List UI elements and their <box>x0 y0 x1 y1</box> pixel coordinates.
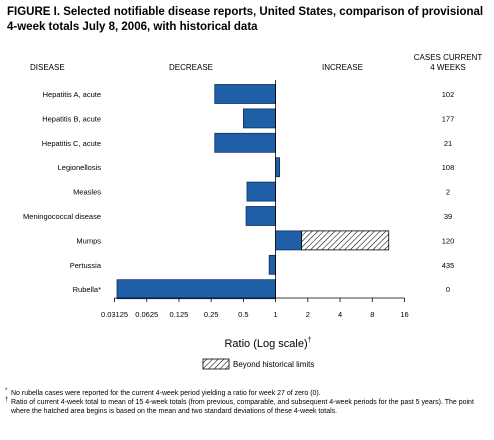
category-label: Legionellosis <box>58 163 102 172</box>
cases-value: 39 <box>444 212 452 221</box>
x-tick-label: 2 <box>306 310 310 319</box>
figure-title: FIGURE I. Selected notifiable disease re… <box>7 6 484 33</box>
footnote: * No rubella cases were reported for the … <box>5 388 491 398</box>
x-tick-label: 8 <box>370 310 374 319</box>
bar-hatched-segment <box>301 230 390 251</box>
cases-value: 21 <box>444 139 452 148</box>
cases-value: 435 <box>442 261 455 270</box>
x-tick-label: 0.5 <box>238 310 248 319</box>
x-tick-label: 1 <box>274 310 278 319</box>
bar <box>214 84 277 104</box>
bar <box>275 157 281 178</box>
x-axis-label: Ratio (Log scale)† <box>224 337 311 350</box>
category-label: Hepatitis B, acute <box>42 114 101 123</box>
cases-value: 0 <box>446 285 450 294</box>
cases-value: 2 <box>446 188 450 197</box>
footnote-text: Ratio of current 4-week total to mean of… <box>11 399 474 415</box>
header-cases-line2: 4 WEEKS <box>430 63 466 72</box>
cases-value: 108 <box>442 163 455 172</box>
category-label: Hepatitis C, acute <box>42 139 101 148</box>
legend-swatch <box>202 358 230 370</box>
category-label: Rubella* <box>73 285 101 294</box>
x-tick-label: 16 <box>400 310 408 319</box>
bar <box>268 254 277 275</box>
cases-value: 120 <box>442 236 455 245</box>
cases-value: 102 <box>442 90 455 99</box>
x-axis-label-mark: † <box>308 337 312 344</box>
footnote: † Ratio of current 4-week total to mean o… <box>5 397 491 416</box>
bar <box>242 108 277 129</box>
header-cases-line1: CASES CURRENT <box>414 53 483 62</box>
x-tick-label: 0.03125 <box>101 310 128 319</box>
footnote-text: No rubella cases were reported for the c… <box>11 390 321 397</box>
bar <box>246 181 277 202</box>
x-tick-label: 0.125 <box>170 310 189 319</box>
bar <box>116 279 277 300</box>
footnote-mark: * <box>5 388 8 394</box>
category-label: Measles <box>73 188 101 197</box>
category-label: Mumps <box>76 236 101 245</box>
header-decrease: DECREASE <box>169 63 213 72</box>
category-label: Pertussia <box>70 261 102 270</box>
footnotes: * No rubella cases were reported for the … <box>5 388 491 416</box>
legend-label: Beyond historical limits <box>233 360 314 369</box>
x-tick-label: 0.25 <box>204 310 219 319</box>
bar <box>275 230 303 251</box>
header-disease: DISEASE <box>30 63 65 72</box>
category-label: Meningococcal disease <box>23 212 101 221</box>
header-increase: INCREASE <box>322 63 363 72</box>
bar <box>214 132 277 153</box>
cases-value: 177 <box>442 114 455 123</box>
x-axis-label-text: Ratio (Log scale) <box>224 338 307 350</box>
x-tick-label: 4 <box>338 310 342 319</box>
category-label: Hepatitis A, acute <box>43 90 101 99</box>
footnote-mark: † <box>5 397 9 403</box>
x-tick-label: 0.0625 <box>135 310 158 319</box>
bar <box>245 206 277 226</box>
